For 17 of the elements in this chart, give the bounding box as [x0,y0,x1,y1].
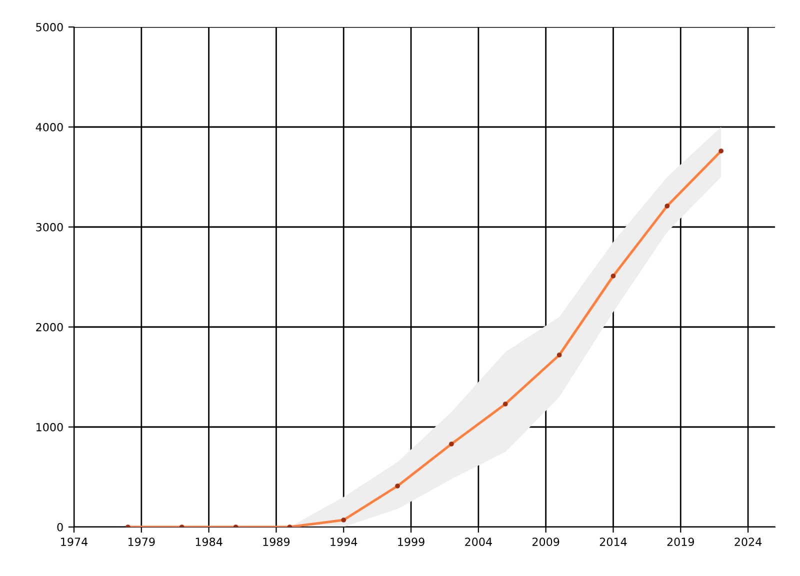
x-tick-label: 2024 [734,538,762,546]
x-tick-label: 1994 [330,538,358,546]
x-tick-label: 1999 [398,538,424,546]
x-tick-label: 1984 [196,538,222,546]
x-tick-label: 1974 [61,538,88,546]
y-tick-label: 5000 [36,22,63,32]
y-tick-label: 2000 [36,322,63,332]
x-tick-label: 2014 [600,538,627,546]
y-tick-label: 3000 [36,222,63,232]
x-tick-label: 2019 [667,538,694,546]
y-tick-label: 0 [57,522,63,532]
x-tick-label: 2009 [532,538,560,546]
x-tick-label: 1989 [263,538,290,546]
y-tick-label: 1000 [36,422,63,432]
x-tick-label: 1979 [128,538,155,546]
y-tick-label: 4000 [36,122,63,132]
x-tick-label: 2004 [465,538,492,546]
